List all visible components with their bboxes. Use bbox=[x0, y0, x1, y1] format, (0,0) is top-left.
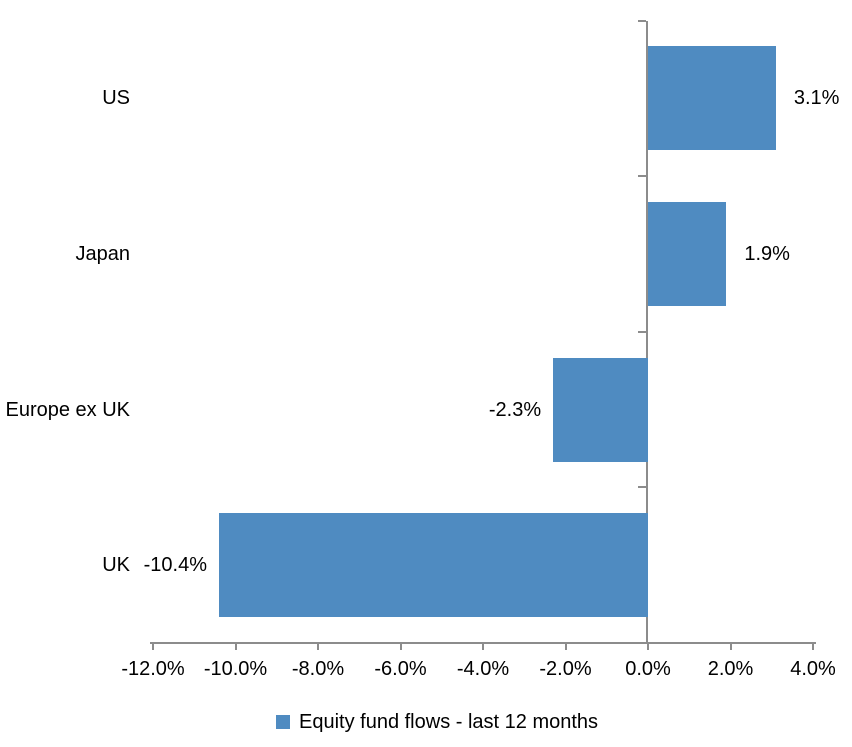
y-axis-tick bbox=[638, 175, 646, 178]
category-label-europe-ex-uk: Europe ex UK bbox=[5, 398, 130, 421]
x-tick-label: 4.0% bbox=[790, 658, 836, 680]
data-label-us: 3.1% bbox=[793, 87, 840, 110]
category-label-uk: UK bbox=[102, 554, 130, 577]
data-label-uk: -10.4% bbox=[143, 554, 207, 577]
x-axis-tick bbox=[482, 643, 484, 650]
x-tick-label: 2.0% bbox=[707, 658, 754, 680]
x-axis-tick bbox=[564, 643, 567, 650]
y-axis-line bbox=[646, 20, 648, 643]
bar-europe-ex-uk bbox=[553, 357, 648, 462]
x-axis-tick bbox=[647, 643, 649, 650]
category-label-japan: Japan bbox=[75, 242, 131, 265]
x-tick-label: -12.0% bbox=[121, 658, 185, 680]
legend-label: Equity fund flows - last 12 months bbox=[299, 711, 599, 733]
data-label-japan: 1.9% bbox=[744, 242, 790, 265]
x-tick-label: -6.0% bbox=[374, 658, 427, 680]
x-tick-label: 0.0% bbox=[625, 658, 671, 680]
x-tick-label: -2.0% bbox=[539, 658, 592, 680]
category-label-us: US bbox=[102, 87, 130, 110]
x-axis-tick bbox=[399, 643, 402, 650]
x-axis-tick bbox=[317, 643, 319, 650]
x-tick-label: -10.0% bbox=[203, 658, 268, 680]
y-axis-tick bbox=[638, 19, 646, 22]
data-label-europe-ex-uk: -2.3% bbox=[488, 398, 542, 421]
bar-uk bbox=[219, 513, 648, 618]
x-axis-tick bbox=[152, 643, 154, 650]
x-axis-tick bbox=[234, 643, 237, 650]
x-tick-label: -4.0% bbox=[456, 658, 510, 680]
bar-us bbox=[648, 46, 776, 151]
y-axis-tick bbox=[638, 486, 646, 489]
x-axis-tick bbox=[812, 643, 814, 650]
legend-swatch-icon bbox=[276, 715, 290, 729]
bar-japan bbox=[648, 201, 727, 306]
legend: Equity fund flows - last 12 months bbox=[276, 710, 598, 734]
x-axis-tick bbox=[729, 643, 732, 650]
y-axis-tick bbox=[638, 330, 646, 333]
x-tick-label: -8.0% bbox=[291, 658, 345, 680]
